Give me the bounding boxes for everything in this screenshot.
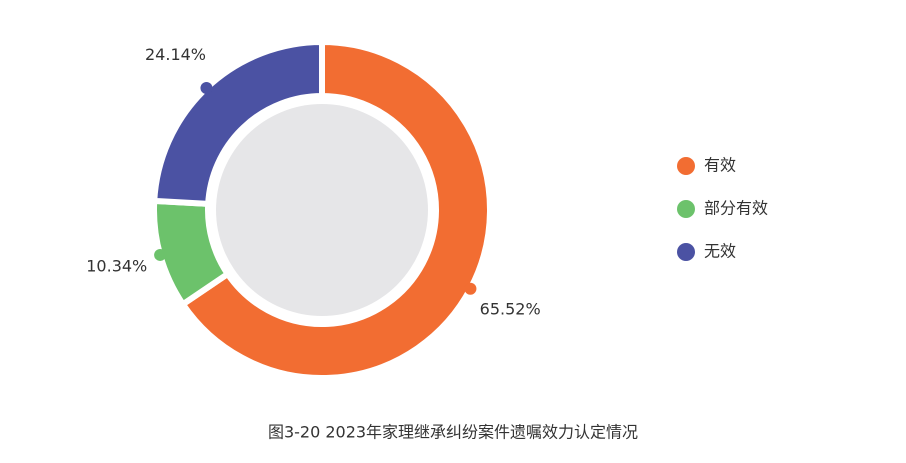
label-dot bbox=[464, 282, 477, 295]
chart-title: 图3-20 2023年家理继承纠纷案件遗嘱效力认定情况 bbox=[268, 423, 638, 442]
data-label: 10.34% bbox=[86, 256, 147, 275]
legend-label: 部分有效 bbox=[704, 199, 768, 218]
legend-label: 无效 bbox=[704, 242, 736, 261]
legend-swatch bbox=[677, 243, 695, 261]
donut-hole bbox=[216, 104, 428, 316]
data-label: 24.14% bbox=[145, 45, 206, 64]
legend-swatch bbox=[677, 157, 695, 175]
legend-label: 有效 bbox=[704, 156, 736, 175]
data-label: 65.52% bbox=[480, 299, 541, 318]
label-dot bbox=[154, 248, 167, 261]
slice bbox=[178, 38, 493, 381]
label-dot bbox=[200, 82, 213, 95]
legend-swatch bbox=[677, 200, 695, 218]
slice bbox=[151, 38, 325, 208]
